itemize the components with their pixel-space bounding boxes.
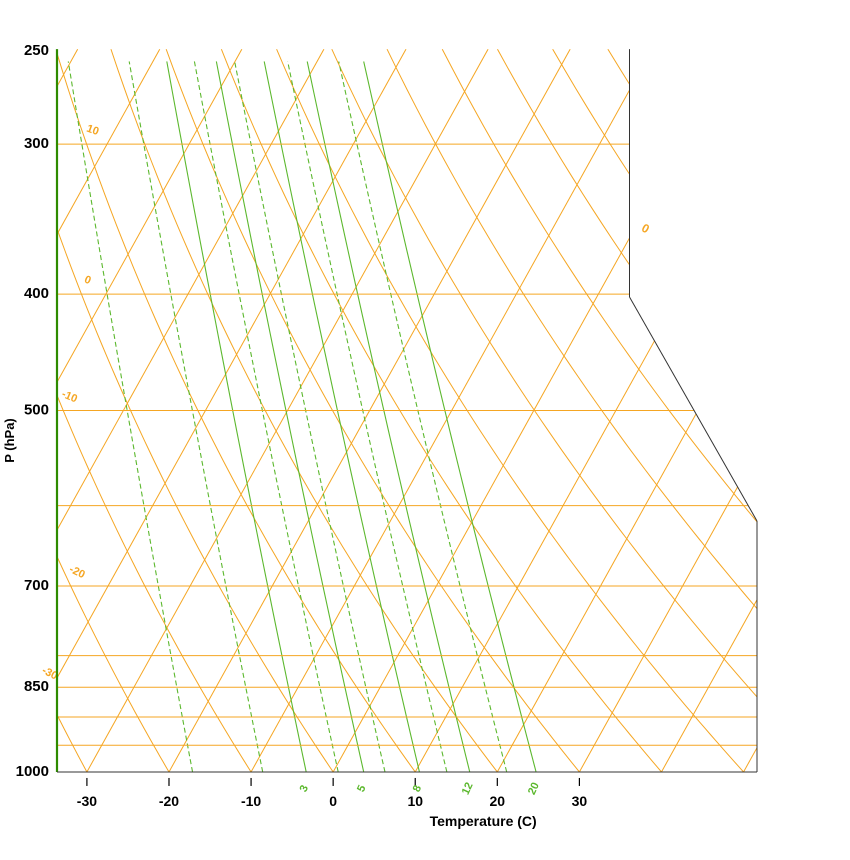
svg-text:10: 10 xyxy=(85,123,101,138)
svg-text:0: 0 xyxy=(82,274,92,287)
svg-text:5: 5 xyxy=(355,783,368,794)
svg-text:0: 0 xyxy=(329,793,337,809)
svg-text:0: 0 xyxy=(639,221,652,237)
svg-text:12: 12 xyxy=(460,781,476,797)
svg-text:30: 30 xyxy=(572,793,588,809)
svg-text:20: 20 xyxy=(526,781,542,797)
svg-text:P (hPa): P (hPa) xyxy=(2,418,17,463)
svg-text:-10: -10 xyxy=(241,793,261,809)
svg-text:3: 3 xyxy=(298,783,311,794)
svg-text:250: 250 xyxy=(24,42,49,59)
svg-text:-10: -10 xyxy=(60,388,79,405)
svg-text:1000: 1000 xyxy=(16,763,49,780)
svg-text:-20: -20 xyxy=(67,563,87,581)
svg-text:20: 20 xyxy=(490,793,506,809)
svg-text:850: 850 xyxy=(24,678,49,695)
svg-text:500: 500 xyxy=(24,402,49,419)
svg-text:-20: -20 xyxy=(159,793,179,809)
svg-text:-30: -30 xyxy=(77,793,97,809)
svg-text:700: 700 xyxy=(24,577,49,594)
svg-text:10: 10 xyxy=(407,793,423,809)
svg-text:300: 300 xyxy=(24,135,49,152)
svg-text:400: 400 xyxy=(24,285,49,302)
svg-text:Temperature (C): Temperature (C) xyxy=(430,813,537,829)
